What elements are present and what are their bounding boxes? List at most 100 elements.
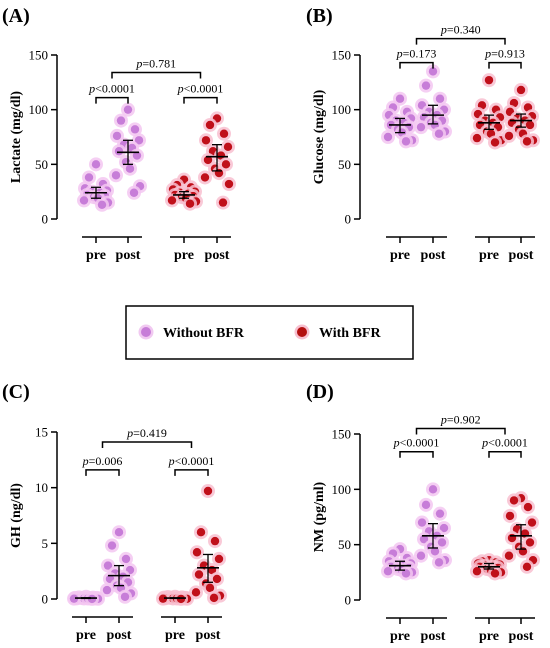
data-point — [509, 496, 519, 505]
data-point — [428, 67, 438, 76]
p-value-label: p=0.419 — [126, 426, 167, 440]
data-point — [205, 583, 215, 593]
y-tick-label: 100 — [29, 102, 49, 117]
data-point — [203, 155, 213, 165]
data-point — [214, 168, 224, 178]
x-tick-label: post — [421, 248, 446, 263]
data-point — [200, 173, 210, 182]
data-point — [112, 131, 122, 141]
significance-bracket — [399, 450, 434, 458]
data-point — [196, 528, 206, 537]
x-tick-label: post — [509, 629, 534, 644]
p-value-text: =0.006 — [89, 454, 123, 468]
legend-label-without-bfr: Without BFR — [163, 326, 245, 341]
y-tick-label: 0 — [345, 212, 352, 227]
data-point — [421, 81, 431, 90]
data-point — [522, 562, 532, 571]
x-tick-label: pre — [174, 248, 194, 263]
data-point — [522, 137, 532, 146]
data-point — [439, 523, 449, 533]
panel-label: (C) — [2, 381, 30, 403]
p-value-symbol: p — [177, 82, 184, 96]
data-point — [107, 541, 117, 550]
significance-bracket — [111, 71, 202, 79]
data-point — [130, 125, 140, 134]
data-point — [84, 173, 94, 182]
data-point — [416, 551, 426, 560]
x-tick-label: pre — [479, 248, 499, 263]
y-tick-label: 0 — [42, 212, 49, 227]
legend-label-with-bfr: With BFR — [319, 326, 381, 341]
p-value-symbol: p — [393, 436, 400, 450]
data-point — [129, 188, 139, 197]
significance-bracket — [399, 61, 434, 69]
p-value-symbol: p — [126, 426, 133, 440]
data-point — [490, 569, 500, 578]
x-tick-label: post — [196, 628, 221, 643]
data-point — [430, 547, 440, 556]
data-point — [120, 592, 130, 601]
data-point — [201, 136, 211, 145]
data-point — [214, 554, 224, 564]
data-point — [223, 142, 233, 152]
p-value-text: <0.0001 — [95, 82, 135, 96]
x-tick-label: pre — [390, 248, 410, 263]
y-tick-label: 50 — [35, 157, 48, 172]
data-point — [216, 151, 226, 160]
data-point — [525, 120, 535, 130]
data-point — [111, 171, 121, 180]
data-point — [102, 585, 112, 595]
data-point — [219, 129, 229, 138]
data-point — [209, 593, 219, 603]
data-point — [191, 588, 201, 597]
p-value-label: p=0.913 — [484, 47, 525, 61]
x-tick-label: pre — [165, 628, 185, 643]
data-point — [185, 199, 195, 208]
x-tick-label: post — [107, 628, 132, 643]
data-point — [221, 160, 231, 169]
significance-bracket — [174, 469, 209, 476]
data-point — [484, 75, 494, 85]
p-value-symbol: p — [440, 412, 447, 426]
data-point — [210, 536, 220, 546]
data-point — [134, 136, 144, 145]
data-point — [504, 551, 514, 560]
data-point — [116, 116, 126, 125]
p-value-text: =0.173 — [403, 47, 437, 61]
data-point — [523, 502, 533, 512]
p-value-text: <0.0001 — [184, 82, 224, 96]
significance-bracket — [101, 441, 193, 449]
data-point — [205, 120, 215, 130]
y-tick-label: 0 — [42, 592, 49, 607]
data-point — [490, 138, 500, 147]
x-tick-label: post — [509, 248, 534, 263]
y-tick-label: 0 — [345, 593, 352, 608]
data-point — [103, 561, 113, 570]
p-value-label: p=0.006 — [82, 454, 123, 468]
y-tick-label: 100 — [332, 102, 352, 117]
p-value-label: p=0.902 — [440, 412, 481, 426]
data-point — [69, 594, 79, 603]
significance-bracket — [85, 469, 120, 476]
p-value-label: p=0.781 — [135, 56, 176, 70]
y-tick-label: 150 — [332, 48, 352, 63]
p-value-text: =0.340 — [447, 23, 481, 37]
significance-bracket — [415, 427, 506, 435]
y-tick-label: 50 — [338, 537, 351, 552]
data-point — [472, 133, 482, 143]
p-value-label: p=0.173 — [396, 47, 437, 61]
data-point — [218, 198, 228, 207]
data-point — [167, 196, 177, 205]
p-value-label: p<0.0001 — [177, 82, 224, 96]
x-tick-label: post — [421, 629, 446, 644]
data-point — [121, 554, 131, 564]
p-value-symbol: p — [396, 47, 403, 61]
data-point — [518, 547, 528, 556]
p-value-text: =0.419 — [133, 426, 167, 440]
data-point — [383, 132, 393, 142]
